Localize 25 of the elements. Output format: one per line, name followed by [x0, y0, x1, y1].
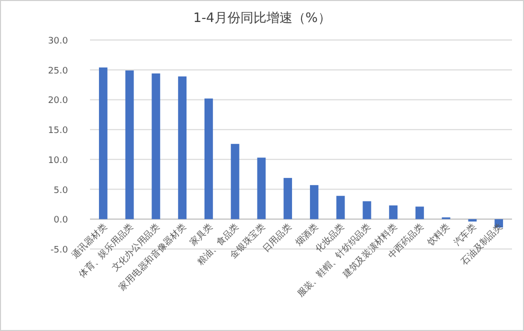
y-tick-label: 15.0	[48, 126, 68, 136]
x-tick-label: 饮料类	[424, 221, 452, 250]
bar	[125, 70, 134, 220]
y-tick-label: 0.0	[54, 216, 68, 226]
bar	[362, 201, 372, 220]
y-tick-label: 5.0	[54, 186, 68, 196]
bar	[257, 158, 266, 220]
y-tick-label: -5.0	[50, 246, 68, 256]
bar	[284, 178, 292, 220]
bar	[152, 73, 160, 220]
x-tick-label: 家具类	[188, 221, 215, 248]
bar	[98, 67, 108, 220]
bar	[204, 98, 213, 220]
y-tick-label: 20.0	[48, 96, 68, 106]
bar	[230, 144, 240, 220]
bar	[178, 76, 187, 220]
bar	[468, 219, 477, 222]
bar	[415, 206, 424, 220]
bar	[310, 185, 318, 220]
chart-title: 1-4月份同比增速（%）	[193, 11, 331, 26]
bar	[389, 205, 398, 220]
y-tick-label: 25.0	[48, 66, 68, 76]
y-tick-label: 10.0	[48, 156, 68, 166]
y-tick-label: 30.0	[48, 36, 68, 46]
bar	[336, 196, 345, 220]
